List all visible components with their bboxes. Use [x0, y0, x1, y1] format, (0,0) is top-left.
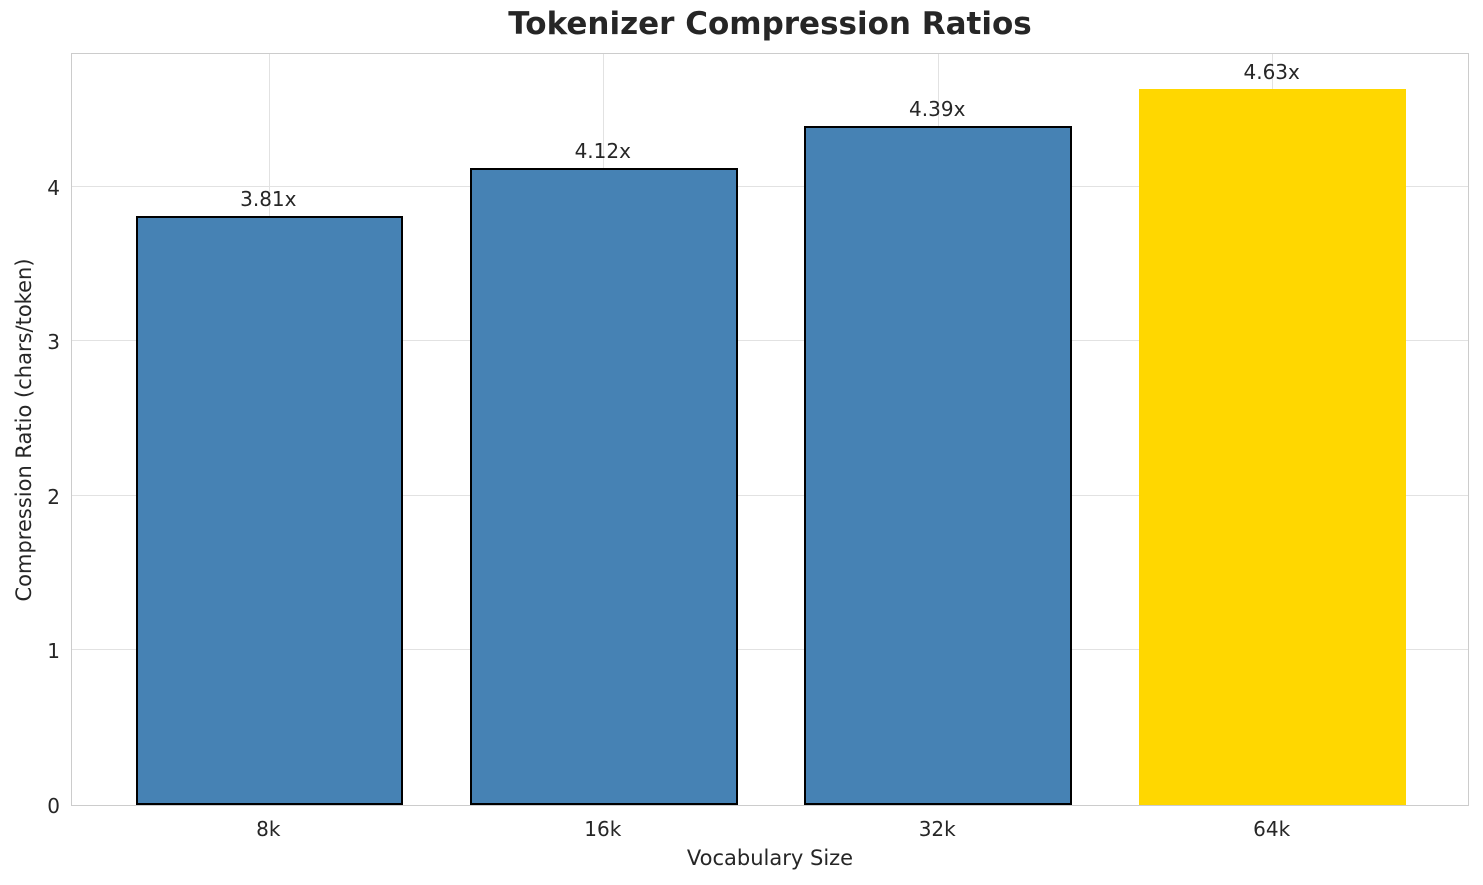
y-tick-label: 1 [47, 639, 60, 664]
chart-title: Tokenizer Compression Ratios [508, 6, 1032, 42]
x-tick-label: 64k [1253, 817, 1291, 841]
y-axis-label: Compression Ratio (chars/token) [12, 258, 36, 602]
y-tick-label: 2 [47, 484, 60, 509]
h-gridline [72, 185, 1468, 187]
plot-area [71, 53, 1469, 806]
x-tick-label: 8k [256, 817, 281, 841]
y-tick-label: 0 [47, 794, 60, 818]
bar-8k [135, 215, 404, 805]
bar-value-label: 4.12x [574, 138, 631, 163]
h-gridline [72, 649, 1468, 651]
h-gridline [72, 340, 1468, 342]
h-gridline [72, 494, 1468, 496]
bar-value-label: 4.39x [909, 97, 966, 122]
x-axis-label: Vocabulary Size [686, 846, 854, 870]
bar-64k [1138, 89, 1407, 805]
y-tick-label: 4 [47, 175, 60, 200]
bar-16k [469, 167, 738, 805]
y-tick-label: 3 [47, 330, 60, 355]
x-tick-label: 16k [584, 817, 622, 841]
bar-value-label: 3.81x [240, 186, 297, 211]
bar-32k [804, 126, 1072, 805]
x-tick-label: 32k [918, 817, 956, 841]
bar-value-label: 4.63x [1243, 60, 1300, 85]
